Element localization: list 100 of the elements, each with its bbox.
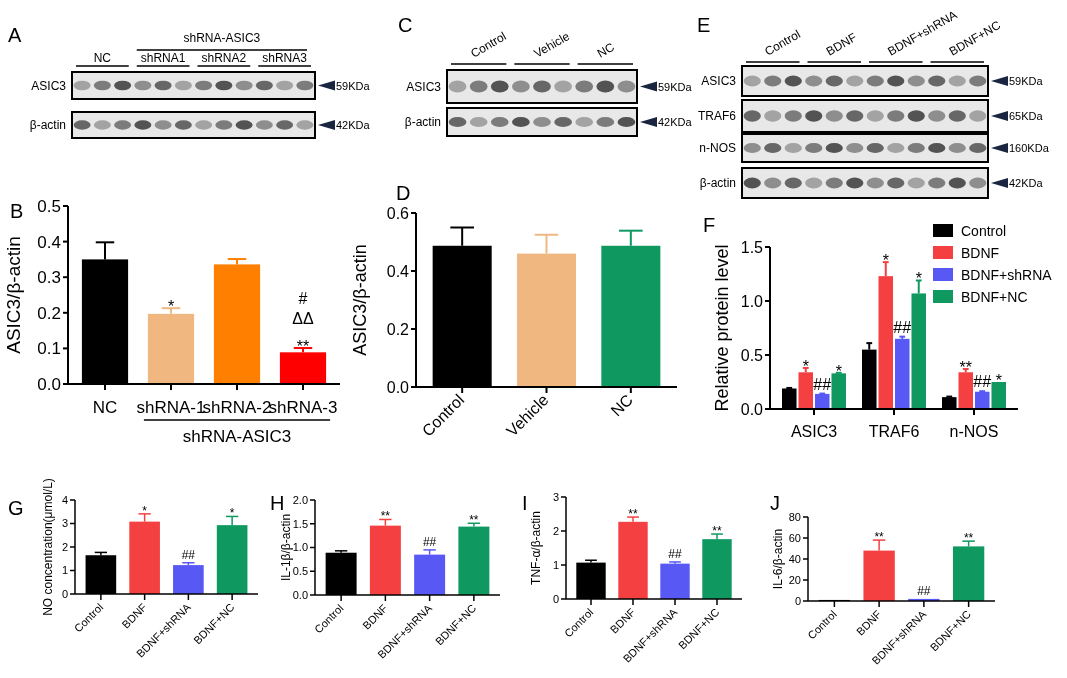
annotation: ## xyxy=(422,534,437,549)
chart-title: F xyxy=(703,214,716,236)
y-tick-label: 0.3 xyxy=(37,268,61,288)
bar xyxy=(991,382,1006,409)
y-tick-label: 2 xyxy=(61,540,68,553)
annotation: ** xyxy=(959,359,972,377)
annotation: ## xyxy=(668,546,682,561)
annotation: * xyxy=(835,362,842,380)
y-tick-label: 0.5 xyxy=(37,196,61,216)
legend-label: BDNF+NC xyxy=(961,289,1028,305)
bar xyxy=(213,264,261,384)
x-tick-label: NC xyxy=(92,398,118,417)
y-tick-label: 0.0 xyxy=(740,400,764,418)
y-tick-label: 1.5 xyxy=(740,238,764,256)
category-label: NC xyxy=(93,51,112,65)
bar xyxy=(958,372,974,409)
category-label: 160KDa xyxy=(1009,142,1049,154)
annotation: * xyxy=(915,270,922,288)
y-tick-label: 0.0 xyxy=(386,378,410,396)
y-tick-label: 0.2 xyxy=(37,303,61,323)
category-label: 59KDa xyxy=(336,79,370,92)
x-tick-label: NC xyxy=(607,391,636,420)
annotation: # xyxy=(298,290,308,308)
bar xyxy=(660,563,690,599)
category-label: β-actin xyxy=(29,118,66,132)
category-label: ASIC3 xyxy=(701,74,736,88)
y-axis-title: IL-1β/β-actin xyxy=(279,513,293,582)
category-label: 42KDa xyxy=(658,116,692,128)
y-tick-label: 0.2 xyxy=(386,320,410,338)
text: C xyxy=(398,14,413,36)
bar xyxy=(147,313,195,384)
x-tick-label: n-NOS xyxy=(949,423,999,440)
y-tick-label: 0.0 xyxy=(292,588,308,601)
y-axis-title: NO concentration(μmol/L) xyxy=(41,478,55,616)
category-label: 59KDa xyxy=(658,80,692,93)
annotation: ** xyxy=(469,513,479,528)
annotation: * xyxy=(142,503,148,518)
y-tick-label: 1.5 xyxy=(292,517,308,530)
category-label: 42KDa xyxy=(336,119,370,131)
y-tick-label: 1 xyxy=(552,558,559,571)
x-axis-title: shRNA-ASIC3 xyxy=(182,427,292,446)
category-label: β-actin xyxy=(404,115,441,129)
annotation: * xyxy=(882,252,889,270)
annotation: ## xyxy=(813,375,832,393)
y-tick-label: 2.0 xyxy=(292,493,308,506)
y-axis-title: TNF-α/β-actin xyxy=(529,511,543,585)
category-label: shRNA2 xyxy=(201,51,247,65)
annotation: ** xyxy=(874,530,885,545)
y-tick-label: 0 xyxy=(552,592,559,605)
annotation: ΔΔ xyxy=(292,310,314,328)
category-label: 59KDa xyxy=(1009,75,1043,87)
y-tick-label: 40 xyxy=(788,552,801,565)
bar xyxy=(798,372,814,409)
annotation: ## xyxy=(893,318,912,336)
category-label: NC xyxy=(594,39,618,61)
y-tick-label: 1.0 xyxy=(292,541,308,554)
annotation: ## xyxy=(181,547,196,562)
text: shRNA-ASIC3 xyxy=(183,31,261,45)
category-label: 42KDa xyxy=(1009,177,1043,189)
bar xyxy=(974,391,990,409)
annotation: * xyxy=(995,372,1002,389)
category-label: TRAF6 xyxy=(697,109,736,123)
x-tick-label: ASIC3 xyxy=(790,423,838,440)
y-tick-label: 0 xyxy=(794,594,801,607)
y-tick-label: 3 xyxy=(552,490,559,503)
category-label: β-actin xyxy=(699,176,736,190)
legend-label: BDNF xyxy=(961,245,1000,261)
y-tick-label: 1 xyxy=(61,564,68,577)
annotation: * xyxy=(229,506,235,521)
annotation: ** xyxy=(628,507,638,522)
category-label: ASIC3 xyxy=(406,79,441,94)
y-tick-label: 20 xyxy=(788,573,801,586)
bar xyxy=(618,521,648,599)
chart-title: B xyxy=(10,200,24,222)
y-tick-label: 0.5 xyxy=(740,346,764,364)
y-tick-label: 3 xyxy=(61,517,68,530)
bar xyxy=(831,373,846,409)
y-tick-label: 0 xyxy=(61,587,68,600)
y-axis-title: Relative protein level xyxy=(712,244,732,412)
bar xyxy=(814,393,830,409)
annotation: ** xyxy=(380,509,391,524)
category-label: 65KDa xyxy=(1009,110,1043,122)
legend-label: BDNF+shRNA xyxy=(961,267,1053,283)
chart-title: D xyxy=(396,182,411,204)
bar xyxy=(894,338,910,409)
annotation: ** xyxy=(712,524,722,539)
annotation: ** xyxy=(296,338,310,356)
y-tick-label: 0.4 xyxy=(37,232,61,252)
annotation: * xyxy=(802,357,809,375)
chart-title: J xyxy=(770,492,780,514)
y-tick-label: 0.6 xyxy=(386,204,410,222)
y-axis-title: IL-6/β-actin xyxy=(771,528,785,590)
bar xyxy=(414,554,446,595)
category-label: n-NOS xyxy=(699,141,736,155)
x-tick-label: TRAF6 xyxy=(868,423,920,440)
category-label: shRNA1 xyxy=(140,51,186,65)
annotation: ## xyxy=(917,583,931,598)
y-tick-label: 80 xyxy=(788,510,801,523)
chart-title: G xyxy=(8,497,24,519)
bar xyxy=(702,539,732,599)
